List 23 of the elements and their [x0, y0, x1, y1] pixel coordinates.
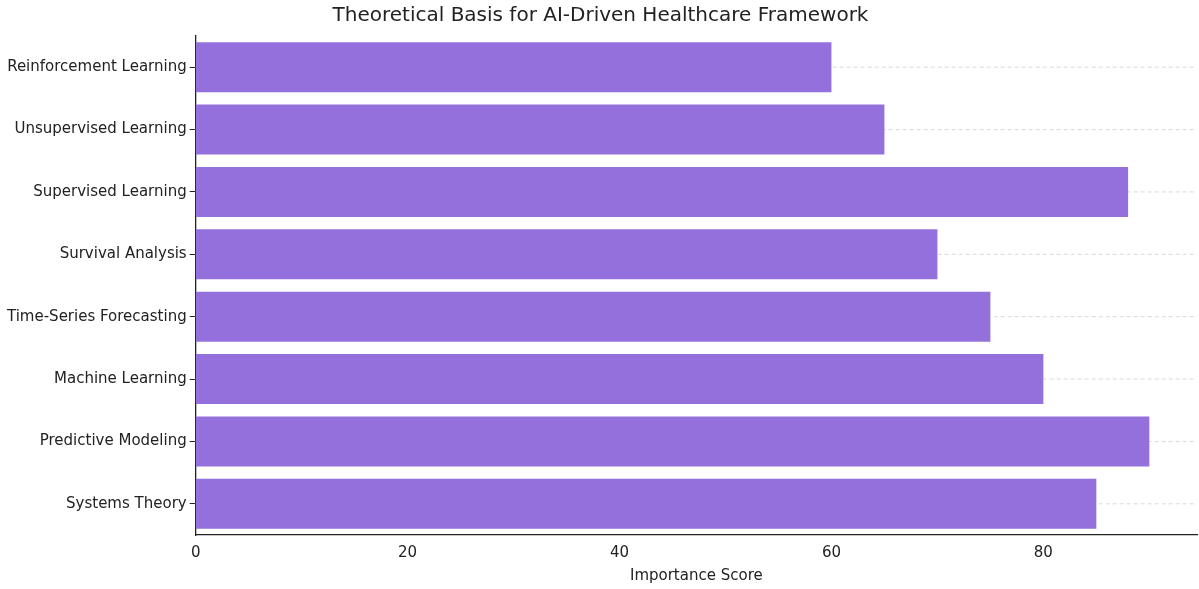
bar: [195, 416, 1150, 467]
chart-title: Theoretical Basis for AI-Driven Healthcare Framework: [331, 2, 869, 27]
bar: [195, 229, 938, 280]
y-tick-label: Time-Series Forecasting: [6, 306, 187, 325]
x-tick-label: 0: [190, 542, 201, 561]
x-axis-title: Importance Score: [629, 565, 763, 584]
bar: [195, 104, 885, 155]
y-tick-label: Machine Learning: [54, 368, 187, 387]
x-tick-label: 20: [398, 542, 418, 561]
y-tick-label: Unsupervised Learning: [14, 119, 187, 138]
bar: [195, 291, 991, 342]
y-tick-label: Reinforcement Learning: [7, 57, 187, 76]
bar: [195, 478, 1097, 529]
x-tick-label: 60: [821, 542, 841, 561]
y-tick-label: Supervised Learning: [33, 181, 187, 200]
y-tick-label: Predictive Modeling: [39, 431, 187, 450]
bar: [195, 166, 1129, 217]
x-tick-label: 80: [1033, 542, 1053, 561]
bar: [195, 42, 832, 93]
bar: [195, 354, 1044, 405]
x-tick-label: 40: [609, 542, 630, 561]
y-tick-label: Survival Analysis: [59, 244, 187, 263]
y-tick-label: Systems Theory: [66, 493, 187, 512]
